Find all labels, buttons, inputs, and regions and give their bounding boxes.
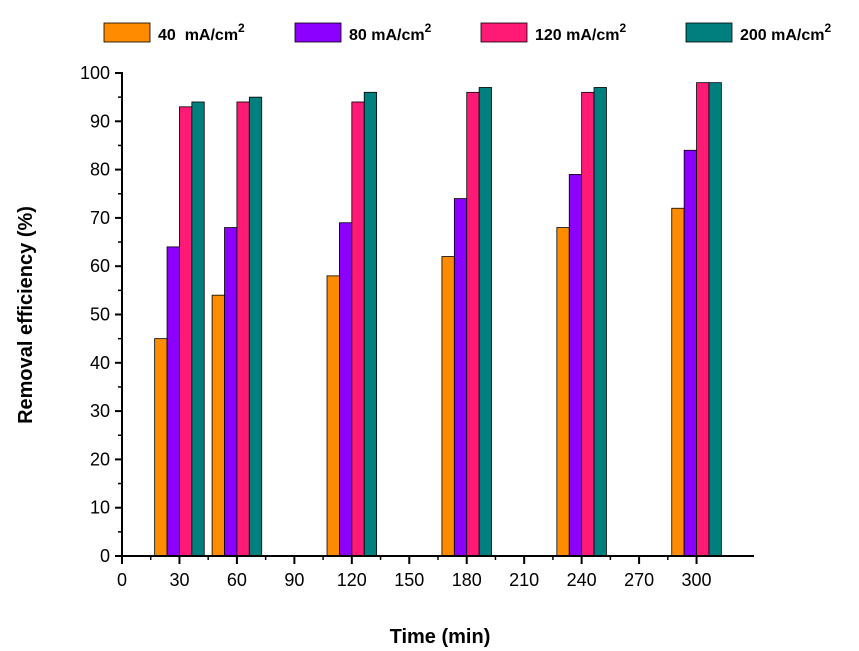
x-tick-label: 180 [452, 570, 482, 590]
y-tick-label: 50 [90, 305, 110, 325]
y-tick-label: 20 [90, 449, 110, 469]
bar-s1-30 [166, 246, 180, 557]
legend-label-3: 200 mA/cm2 [740, 21, 832, 44]
bar-s2-30 [179, 106, 193, 557]
legend-swatch-1 [294, 22, 342, 43]
bar-s3-240 [593, 87, 607, 557]
bar-s2-300 [696, 82, 710, 557]
y-tick-label: 0 [100, 546, 110, 566]
bar-s1-300 [683, 149, 697, 557]
bar-s2-240 [581, 91, 595, 557]
bar-s3-120 [363, 91, 378, 557]
bar-s2-180 [466, 91, 480, 557]
x-tick-label: 120 [337, 570, 367, 590]
bar-s2-60 [236, 101, 250, 557]
x-tick-label: 90 [284, 570, 304, 590]
bar-s1-60 [224, 227, 238, 557]
y-tick-label: 90 [90, 111, 110, 131]
x-tick-label: 210 [509, 570, 539, 590]
x-tick-label: 150 [394, 570, 424, 590]
bar-s3-30 [191, 101, 205, 557]
x-tick-label: 60 [227, 570, 247, 590]
x-tick-label: 0 [117, 570, 127, 590]
bar-s3-300 [708, 82, 722, 557]
y-tick-label: 100 [80, 63, 110, 83]
bar-s0-300 [671, 207, 685, 557]
x-tick-label: 240 [567, 570, 597, 590]
x-tick-label: 270 [624, 570, 654, 590]
y-tick-label: 80 [90, 160, 110, 180]
legend-swatch-0 [103, 22, 151, 43]
y-tick-label: 10 [90, 498, 110, 518]
bar-s1-240 [568, 174, 583, 557]
x-axis-title: Time (min) [390, 626, 491, 648]
bar-s3-180 [478, 87, 492, 557]
bar-s0-240 [556, 227, 570, 557]
axes-group: 0 10 20 30 40 50 60 70 80 90 100 0 30 60 90 120 150 180 21… [80, 63, 754, 590]
x-tick-label: 30 [169, 570, 189, 590]
y-tick-label: 40 [90, 353, 110, 373]
bar-s0-60 [211, 294, 225, 557]
legend-label-1: 80 mA/cm2 [349, 21, 432, 44]
bar-s3-60 [248, 96, 263, 557]
bar-s2-120 [351, 101, 365, 557]
y-tick-label: 70 [90, 208, 110, 228]
legend-label-0: 40 mA/cm2 [158, 21, 245, 44]
legend-swatch-2 [480, 22, 528, 43]
bar-s1-120 [339, 222, 353, 557]
x-tick-label: 300 [682, 570, 712, 590]
bar-s1-180 [453, 198, 468, 557]
bar-s0-120 [326, 275, 340, 557]
legend-swatch-3 [685, 22, 733, 43]
legend: 40 mA/cm2 80 mA/cm2 120 mA/cm2 200 mA/cm2 [103, 21, 832, 44]
y-tick-label: 60 [90, 256, 110, 276]
y-axis-title: Removal efficiency (%) [15, 206, 37, 424]
legend-label-2: 120 mA/cm2 [535, 21, 627, 44]
bar-s0-30 [154, 338, 168, 557]
bar-s0-180 [441, 256, 455, 557]
bars-group [154, 82, 722, 557]
y-tick-label: 30 [90, 401, 110, 421]
